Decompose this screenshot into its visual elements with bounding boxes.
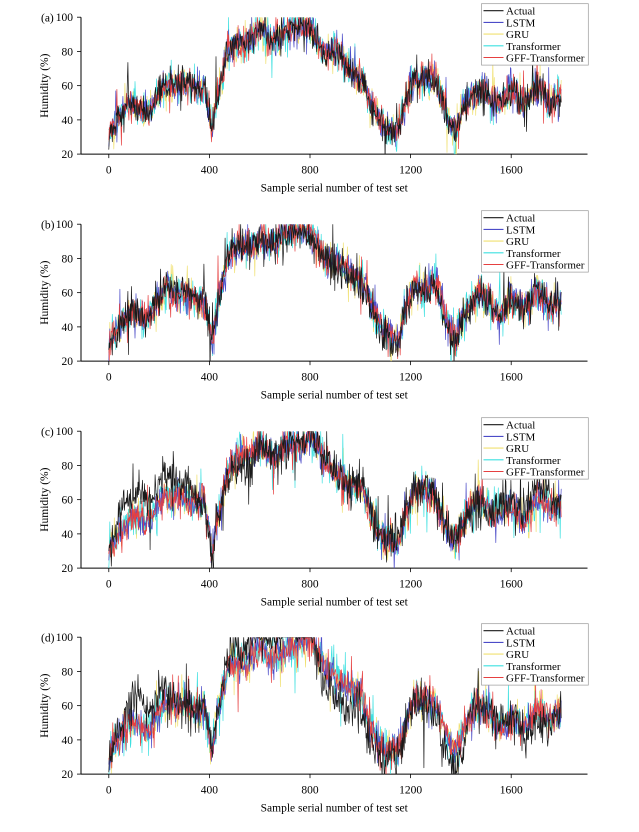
- svg-text:LSTM: LSTM: [506, 17, 536, 29]
- svg-text:1600: 1600: [500, 371, 523, 383]
- svg-text:400: 400: [201, 165, 219, 177]
- svg-text:0: 0: [106, 785, 112, 797]
- svg-text:400: 400: [201, 371, 219, 383]
- svg-text:GFF-Transformer: GFF-Transformer: [506, 53, 585, 65]
- svg-text:Transformer: Transformer: [506, 248, 561, 260]
- svg-text:1600: 1600: [500, 165, 523, 177]
- svg-text:40: 40: [62, 735, 74, 747]
- svg-text:20: 20: [62, 149, 74, 161]
- svg-text:100: 100: [56, 12, 74, 24]
- svg-text:GRU: GRU: [506, 443, 529, 455]
- svg-text:20: 20: [62, 769, 74, 781]
- svg-text:1600: 1600: [500, 785, 523, 797]
- svg-text:GRU: GRU: [506, 236, 529, 248]
- svg-text:Sample serial number of test s: Sample serial number of test set: [261, 183, 409, 195]
- svg-text:Transformer: Transformer: [506, 661, 561, 673]
- svg-text:100: 100: [56, 219, 74, 231]
- svg-text:1200: 1200: [399, 785, 422, 797]
- svg-text:(b): (b): [41, 219, 57, 231]
- svg-text:0: 0: [106, 371, 112, 383]
- svg-text:1200: 1200: [399, 165, 422, 177]
- svg-text:(d): (d): [41, 633, 57, 645]
- svg-text:GFF-Transformer: GFF-Transformer: [506, 466, 585, 478]
- svg-text:(a): (a): [41, 13, 56, 25]
- svg-text:60: 60: [62, 494, 74, 506]
- svg-text:Transformer: Transformer: [506, 41, 561, 53]
- svg-text:Sample serial number of test s: Sample serial number of test set: [261, 803, 409, 815]
- svg-text:GFF-Transformer: GFF-Transformer: [506, 673, 585, 685]
- svg-text:LSTM: LSTM: [506, 431, 536, 443]
- svg-text:GRU: GRU: [506, 29, 529, 41]
- svg-text:40: 40: [62, 528, 74, 540]
- svg-text:100: 100: [56, 632, 74, 644]
- svg-text:LSTM: LSTM: [506, 224, 536, 236]
- svg-text:Actual: Actual: [506, 626, 535, 638]
- svg-text:40: 40: [62, 322, 74, 334]
- svg-text:Humidity (%): Humidity (%): [39, 260, 51, 324]
- svg-text:Humidity (%): Humidity (%): [39, 674, 51, 738]
- svg-text:LSTM: LSTM: [506, 638, 536, 650]
- svg-text:20: 20: [62, 563, 74, 575]
- svg-text:80: 80: [62, 253, 74, 265]
- svg-text:Actual: Actual: [506, 6, 535, 18]
- svg-text:40: 40: [62, 115, 74, 127]
- svg-text:GFF-Transformer: GFF-Transformer: [506, 259, 585, 271]
- svg-text:Actual: Actual: [506, 419, 535, 431]
- svg-text:Sample serial number of test s: Sample serial number of test set: [261, 389, 409, 401]
- svg-text:Transformer: Transformer: [506, 454, 561, 466]
- svg-text:1200: 1200: [399, 371, 422, 383]
- svg-text:800: 800: [301, 785, 319, 797]
- svg-text:60: 60: [62, 287, 74, 299]
- svg-text:1200: 1200: [399, 578, 422, 590]
- svg-text:GRU: GRU: [506, 649, 529, 661]
- svg-text:20: 20: [62, 356, 74, 368]
- svg-text:800: 800: [301, 578, 319, 590]
- svg-text:Sample serial number of test s: Sample serial number of test set: [261, 596, 409, 608]
- svg-text:400: 400: [201, 785, 219, 797]
- svg-text:0: 0: [106, 578, 112, 590]
- svg-text:80: 80: [62, 667, 74, 679]
- svg-text:Humidity (%): Humidity (%): [39, 53, 51, 117]
- svg-text:400: 400: [201, 578, 219, 590]
- svg-text:0: 0: [106, 165, 112, 177]
- svg-text:1600: 1600: [500, 578, 523, 590]
- svg-text:Humidity (%): Humidity (%): [39, 467, 51, 531]
- svg-text:80: 80: [62, 460, 74, 472]
- svg-text:800: 800: [301, 165, 319, 177]
- svg-text:Actual: Actual: [506, 212, 535, 224]
- svg-text:800: 800: [301, 371, 319, 383]
- svg-text:60: 60: [62, 81, 74, 93]
- svg-text:100: 100: [56, 426, 74, 438]
- svg-text:60: 60: [62, 701, 74, 713]
- svg-text:(c): (c): [41, 426, 56, 438]
- svg-text:80: 80: [62, 46, 74, 58]
